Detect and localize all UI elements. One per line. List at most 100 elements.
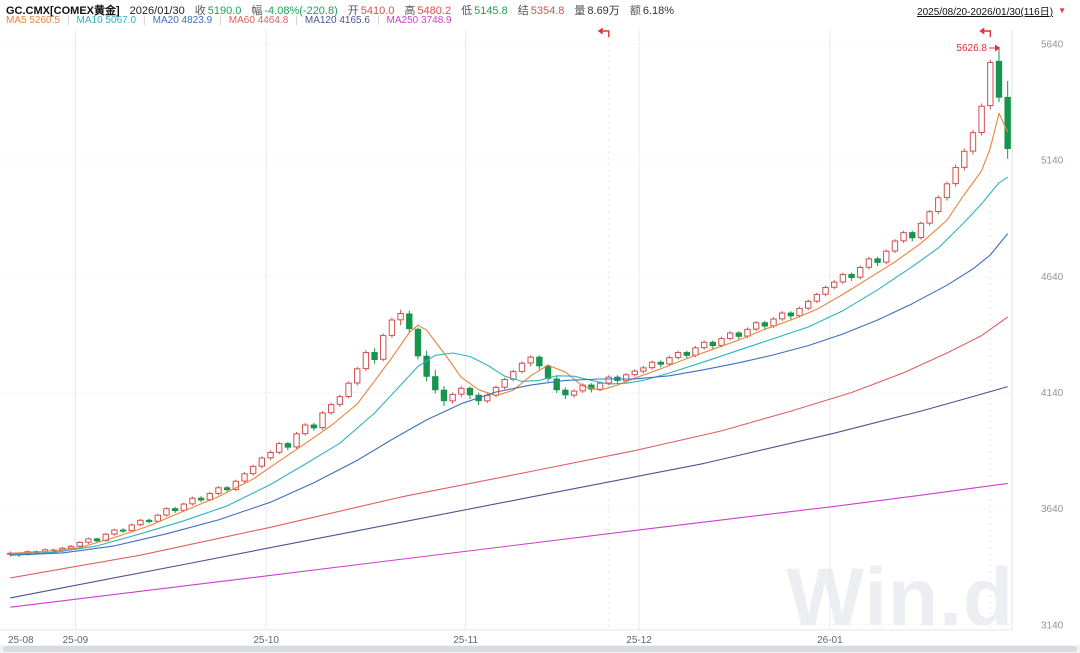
ma-legend-item: MA20 4823.9 bbox=[152, 15, 213, 26]
candle-body bbox=[987, 62, 994, 107]
candle-body bbox=[466, 387, 474, 396]
candle-body bbox=[770, 318, 777, 327]
scrollbar-track[interactable] bbox=[0, 645, 1080, 653]
candle bbox=[570, 389, 578, 398]
ma-line-ma250 bbox=[10, 482, 1008, 608]
candle-body bbox=[536, 356, 543, 367]
candle bbox=[171, 506, 179, 513]
candle-body bbox=[883, 250, 890, 263]
candle-body bbox=[249, 465, 257, 475]
candle bbox=[267, 450, 274, 460]
candle-body bbox=[518, 362, 526, 372]
candle-body bbox=[128, 524, 135, 532]
y-tick-label: 3640 bbox=[1041, 504, 1064, 515]
peak-annotation: 5626.8 bbox=[956, 43, 987, 54]
chart-header: GC.CMX[COMEX黄金] 2026/01/30 收 5190.0 幅 -4.08… bbox=[0, 0, 1080, 30]
candle-body bbox=[223, 487, 231, 491]
candle bbox=[796, 306, 803, 318]
candle bbox=[466, 386, 474, 400]
rollover-marker-icon bbox=[983, 30, 992, 37]
legend-separator: | bbox=[219, 15, 222, 26]
candle-body bbox=[336, 396, 344, 405]
ma-legend-item: MA120 4165.6 bbox=[304, 15, 370, 26]
candle bbox=[961, 148, 968, 171]
candle bbox=[813, 292, 821, 304]
candle-body bbox=[909, 232, 916, 239]
ma-legend-item: MA10 5067.0 bbox=[76, 15, 137, 26]
candle-body bbox=[319, 412, 326, 429]
candle-body bbox=[553, 378, 560, 391]
candle-body bbox=[440, 389, 448, 402]
range-dropdown-icon[interactable]: ▼ bbox=[1058, 5, 1066, 15]
candle-body bbox=[796, 307, 803, 317]
candle-body bbox=[995, 60, 1003, 98]
candle bbox=[258, 456, 266, 469]
candle bbox=[249, 464, 257, 476]
stat-item: 开 5410.0 bbox=[347, 5, 395, 17]
candle-body bbox=[674, 352, 682, 358]
ma-legend-item: MA250 3748.9 bbox=[386, 15, 452, 26]
stat-item: 收 5190.0 bbox=[194, 5, 242, 17]
legend-separator: | bbox=[66, 15, 70, 26]
candle bbox=[241, 472, 248, 484]
candle-body bbox=[501, 378, 508, 388]
candle bbox=[501, 377, 508, 390]
candle-body bbox=[718, 338, 725, 346]
candle-body bbox=[163, 508, 170, 516]
scrollbar-thumb[interactable] bbox=[3, 646, 1077, 652]
candle bbox=[76, 541, 83, 548]
candle bbox=[726, 331, 734, 341]
candle-body bbox=[778, 312, 786, 320]
candle-body bbox=[423, 355, 430, 377]
stat-item: 低 5145.8 bbox=[461, 5, 508, 17]
candle-body bbox=[206, 493, 213, 501]
candle bbox=[683, 350, 690, 359]
candle bbox=[449, 392, 456, 404]
candle-body bbox=[969, 132, 977, 152]
candle-body bbox=[865, 258, 873, 268]
range-selector[interactable]: 2025/08/20-2026/01/30(116日) ▼ bbox=[917, 3, 1066, 18]
candle bbox=[189, 496, 196, 506]
candle bbox=[935, 195, 942, 215]
candle bbox=[423, 350, 430, 382]
candle-body bbox=[744, 328, 751, 337]
x-tick-label: 25-08 bbox=[8, 635, 34, 646]
ma-line-ma5 bbox=[10, 112, 1009, 554]
candle bbox=[232, 479, 240, 492]
candle bbox=[596, 381, 604, 392]
candle bbox=[761, 320, 769, 330]
candle-body bbox=[388, 319, 396, 336]
candle bbox=[137, 518, 144, 527]
candle bbox=[293, 432, 300, 449]
candle-body bbox=[831, 281, 838, 288]
candle bbox=[223, 485, 231, 493]
candle bbox=[414, 327, 422, 360]
candle-body bbox=[874, 258, 881, 263]
candle-body bbox=[752, 322, 760, 330]
candle-body bbox=[622, 374, 630, 382]
candle bbox=[284, 441, 292, 451]
candle-body bbox=[935, 197, 942, 212]
candle bbox=[154, 513, 161, 523]
candle-body bbox=[215, 487, 222, 494]
candle-body bbox=[362, 352, 370, 370]
candle-body bbox=[761, 322, 769, 327]
ma-legend: MA5 5260.5 | MA10 5067.0 | MA20 4823.9 | MA60 … bbox=[6, 15, 452, 26]
candle bbox=[674, 350, 682, 360]
ma-legend-item: MA60 4464.8 bbox=[228, 15, 289, 26]
candle-body bbox=[267, 451, 274, 459]
candle-body bbox=[692, 347, 699, 356]
candle-body bbox=[952, 167, 959, 185]
candle bbox=[874, 256, 881, 267]
candle-body bbox=[189, 497, 196, 505]
candle-body bbox=[354, 368, 361, 384]
candle-body bbox=[145, 519, 153, 522]
candle-body bbox=[328, 404, 335, 414]
y-tick-label: 3140 bbox=[1041, 620, 1064, 631]
candle bbox=[857, 265, 864, 280]
candle bbox=[900, 230, 907, 243]
ma-line-ma10 bbox=[10, 176, 1009, 555]
stats-row: 收 5190.0 幅 -4.08%(-220.8) 开 5410.0 高 5480.2 低 514… bbox=[195, 2, 674, 18]
